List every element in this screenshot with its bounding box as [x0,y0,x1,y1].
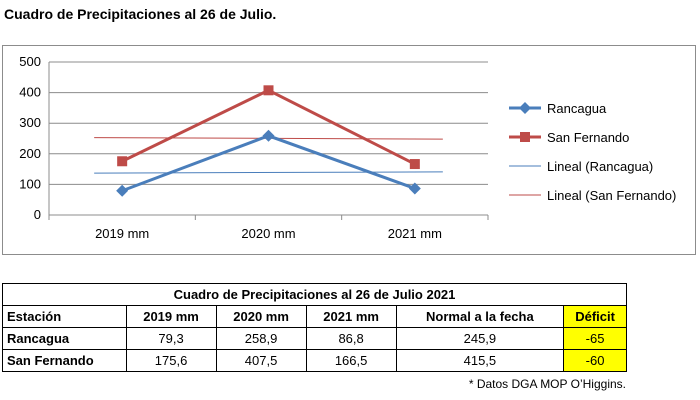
station-cell: San Fernando [2,349,127,372]
data-point-square [263,85,274,96]
value-2020: 258,9 [215,327,307,350]
data-point-diamond [408,182,421,195]
header-2021: 2021 mm [305,305,397,328]
precipitation-table: Cuadro de Precipitaciones al 26 de Julio… [2,283,627,372]
header-station: Estación [2,305,127,328]
y-tick-label: 500 [19,54,41,69]
value-2019: 79,3 [125,327,217,350]
series-line [121,134,416,193]
y-tick-label: 300 [19,115,41,130]
header-normal: Normal a la fecha [395,305,565,328]
x-tick-label: 2021 mm [388,226,442,241]
legend-label: Lineal (San Fernando) [547,188,676,203]
table-caption-row: Cuadro de Precipitaciones al 26 de Julio… [2,283,627,306]
y-tick-label: 200 [19,146,41,161]
value-2019: 175,6 [125,349,217,372]
data-point-square [409,159,420,170]
data-point-diamond [116,184,129,197]
x-tick-label: 2020 mm [241,226,295,241]
table-row: Rancagua 79,3 258,9 86,8 245,9 -65 [2,327,627,350]
data-point-square [117,156,128,167]
source-note: * Datos DGA MOP O’Higgins. [468,377,626,391]
precipitation-chart: 0 100 200 300 400 500 2019 mm 2020 mm 2021 mm Ran… [2,45,696,255]
value-normal: 245,9 [395,327,565,350]
header-deficit: Déficit [563,305,627,328]
series-line [121,88,416,166]
page-title: Cuadro de Precipitaciones al 26 de Julio… [4,6,277,22]
table-header-row: Estación 2019 mm 2020 mm 2021 mm Normal … [2,305,627,328]
value-normal: 415,5 [395,349,565,372]
legend-marker [520,132,530,142]
chart-svg: 0 100 200 300 400 500 2019 mm 2020 mm 2021 mm Ran… [19,54,676,241]
value-2021: 86,8 [305,327,397,350]
header-2019: 2019 mm [125,305,217,328]
y-tick-label: 0 [34,207,41,222]
header-2020: 2020 mm [215,305,307,328]
legend-label: San Fernando [547,130,629,145]
x-tick-label: 2019 mm [95,226,149,241]
value-2021: 166,5 [305,349,397,372]
value-deficit: -60 [563,349,627,372]
value-2020: 407,5 [215,349,307,372]
table-caption: Cuadro de Precipitaciones al 26 de Julio… [2,283,627,306]
value-deficit: -65 [563,327,627,350]
station-cell: Rancagua [2,327,127,350]
table-row: San Fernando 175,6 407,5 166,5 415,5 -60 [2,349,627,372]
legend-marker [519,102,531,114]
legend-label: Lineal (Rancagua) [547,159,653,174]
data-point-diamond [262,129,275,142]
legend-label: Rancagua [547,101,607,116]
y-tick-label: 100 [19,176,41,191]
y-tick-label: 400 [19,85,41,100]
trendline [94,171,443,174]
